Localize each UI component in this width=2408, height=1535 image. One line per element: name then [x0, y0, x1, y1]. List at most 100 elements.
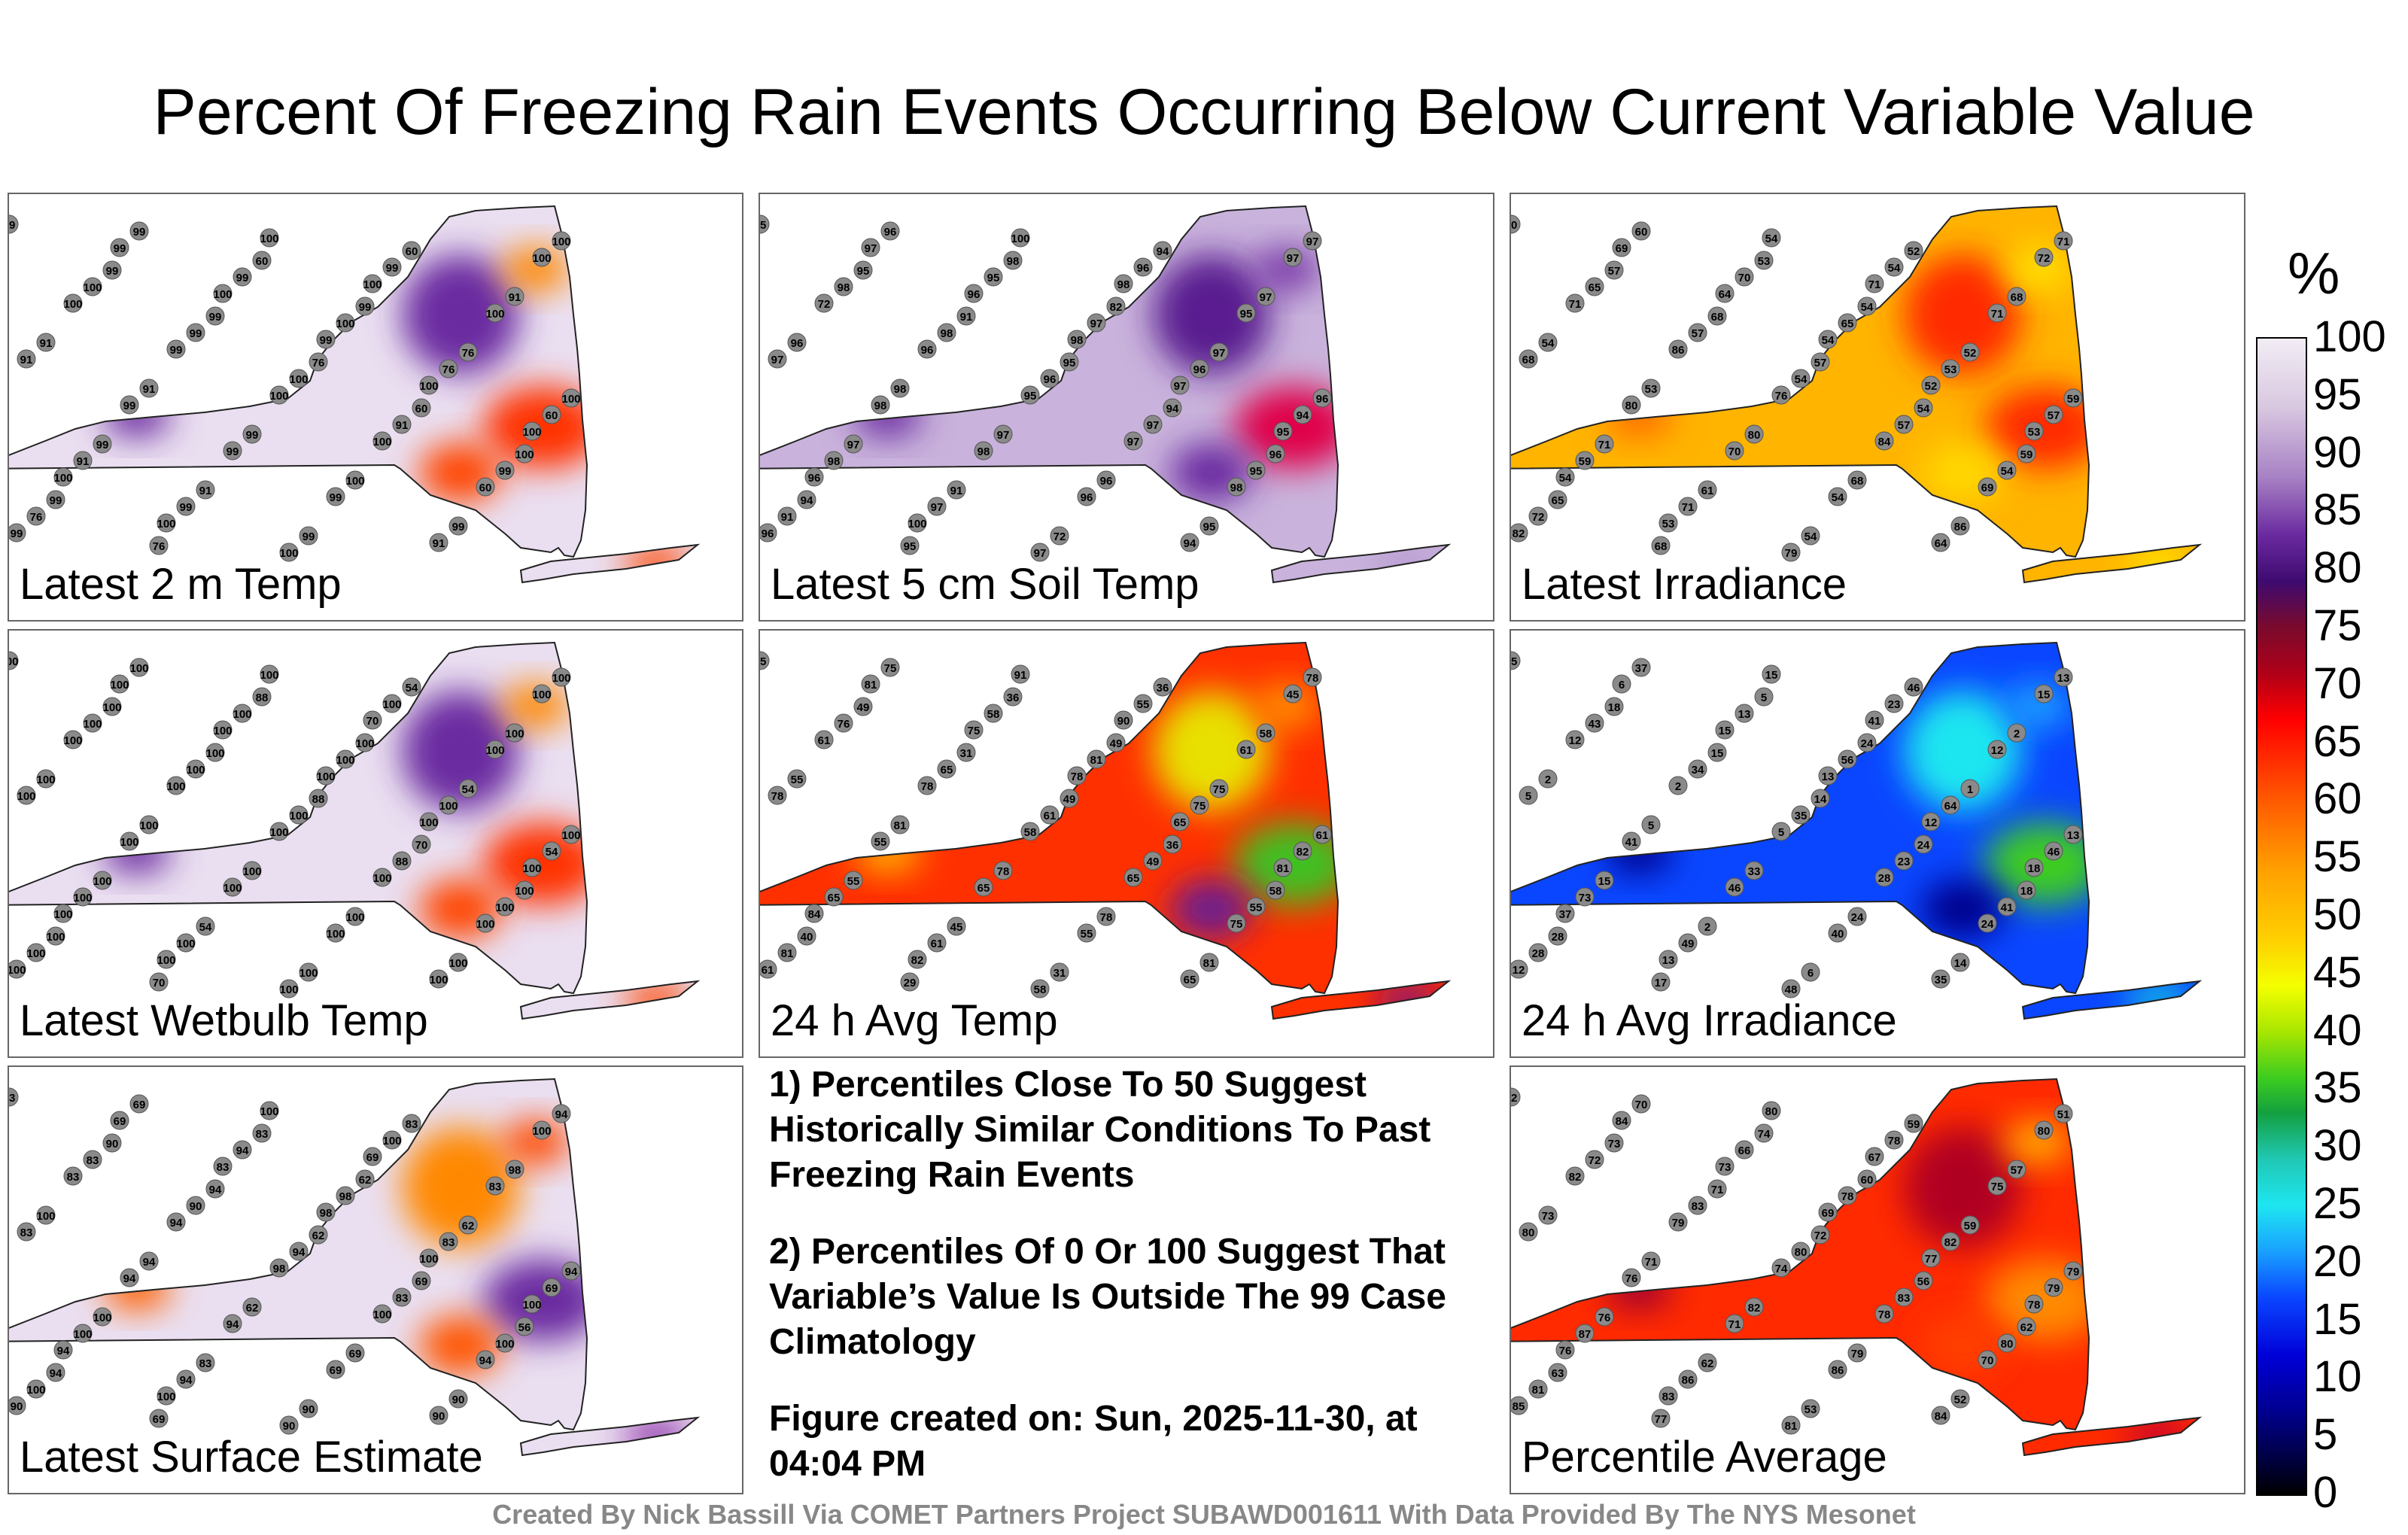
station-marker: 100: [120, 831, 139, 851]
station-value: 55: [791, 774, 804, 786]
station-marker: 100: [260, 664, 279, 684]
station-marker: 24: [1857, 733, 1877, 752]
station-value: 78: [2028, 1299, 2041, 1312]
station-value: 79: [2048, 1282, 2060, 1295]
station-value: 67: [1868, 1151, 1881, 1164]
station-value: 95: [1240, 308, 1253, 321]
colorbar-tick-label: 55: [2313, 832, 2362, 882]
station-value: 100: [260, 1105, 278, 1118]
station-value: 99: [114, 242, 126, 255]
station-marker: 71: [1678, 497, 1698, 516]
station-value: 68: [1851, 475, 1864, 488]
station-value: 62: [359, 1174, 372, 1187]
station-marker: 73: [1575, 887, 1595, 907]
station-value: 54: [462, 783, 475, 796]
station-value: 84: [1935, 1410, 1947, 1423]
station-marker: 71: [1707, 1179, 1727, 1199]
station-marker: 54: [1791, 369, 1811, 388]
station-marker: 77: [1651, 1409, 1671, 1428]
station-marker: 97: [927, 497, 947, 516]
station-value: 79: [1672, 1217, 1685, 1230]
colorbar-tick-label: 90: [2313, 427, 2362, 477]
station-marker: 100: [363, 274, 382, 293]
station-value: 100: [289, 810, 308, 822]
station-marker: 100: [561, 825, 581, 844]
station-value: 90: [452, 1394, 465, 1406]
station-value: 60: [1635, 226, 1648, 239]
station-value: 69: [366, 1151, 379, 1164]
station-value: 41: [1625, 836, 1638, 849]
panel-24h-avg-irradiance: 1518151424182817524113152646225332414134…: [1510, 629, 2245, 1058]
station-marker: 69: [412, 1271, 431, 1290]
station-value: 56: [1841, 754, 1854, 767]
station-marker: 15: [1762, 664, 1781, 684]
station-marker: 28: [1548, 926, 1567, 946]
station-marker: 57: [1688, 323, 1707, 342]
station-marker: 81: [890, 815, 910, 834]
station-value: 100: [73, 892, 92, 904]
station-marker: 100: [532, 1120, 552, 1140]
station-marker: 24: [1914, 834, 1933, 854]
station-value: 90: [303, 1403, 315, 1416]
station-marker: 83: [17, 1222, 36, 1242]
station-value: 91: [509, 291, 521, 304]
station-value: 100: [336, 318, 354, 330]
station-value: 97: [1213, 347, 1226, 360]
station-marker: 100: [561, 388, 581, 408]
station-value: 99: [246, 429, 259, 442]
station-value: 100: [9, 655, 19, 668]
station-value: 12: [1991, 744, 2004, 757]
station-value: 36: [1007, 692, 1020, 704]
station-marker: 48: [1781, 979, 1801, 999]
station-marker: 90: [279, 1415, 299, 1435]
station-marker: 99: [186, 323, 205, 342]
station-marker: 94: [797, 490, 816, 509]
contour-blob: [2124, 1419, 2192, 1452]
station-marker: 100: [139, 815, 159, 834]
station-value: 83: [1692, 1200, 1704, 1213]
station-value: 52: [1964, 347, 1977, 360]
station-value: 60: [415, 403, 428, 415]
station-marker: 100: [279, 979, 299, 999]
station-value: 100: [63, 298, 82, 311]
station-marker: 91: [429, 533, 448, 552]
ny-map: 55 49 31 49 36 58 40 29 36 49 75 61 55 45 31 36 58 55 81 78…: [760, 641, 1452, 1020]
station-value: 100: [9, 964, 26, 977]
state-outline: [760, 641, 1339, 995]
station-value: 80: [1765, 1105, 1778, 1118]
station-marker: 40: [797, 926, 816, 946]
station-value: 13: [2057, 672, 2070, 685]
station-marker: 94: [46, 1363, 65, 1382]
station-value: 5: [1778, 826, 1784, 839]
colorbar-tick-label: 0: [2313, 1468, 2338, 1517]
station-marker: 100: [83, 713, 102, 733]
station-marker: 99: [9, 523, 26, 543]
station-marker: 58: [984, 704, 1003, 723]
station-marker: 95: [1060, 352, 1079, 372]
station-value: 70: [1981, 1354, 1994, 1367]
station-marker: 100: [316, 766, 336, 786]
station-value: 59: [1908, 1118, 1920, 1131]
station-marker: 57: [1811, 352, 1830, 372]
station-marker: 61: [1040, 805, 1060, 825]
station-value: 52: [1954, 1394, 1967, 1406]
station-marker: 46: [2044, 841, 2063, 861]
station-value: 95: [1024, 390, 1037, 403]
station-marker: 83: [402, 1114, 421, 1133]
station-value: 100: [448, 957, 467, 970]
station-value: 100: [242, 865, 261, 878]
station-marker: 43: [1585, 713, 1604, 733]
station-marker: 45: [947, 916, 966, 936]
contour-blob: [2124, 546, 2192, 579]
station-value: 98: [894, 383, 907, 396]
station-value: 98: [828, 455, 841, 468]
station-marker: 55: [844, 871, 863, 890]
station-value: 68: [1711, 311, 1724, 324]
station-marker: 100: [53, 904, 73, 923]
station-marker: 78: [1303, 667, 1322, 687]
station-value: 36: [1166, 839, 1179, 852]
colorbar-tick-label: 80: [2313, 543, 2362, 593]
station-value: 96: [884, 226, 897, 239]
station-marker: 64: [1715, 284, 1735, 303]
colorbar-tick-label: 95: [2313, 369, 2362, 419]
